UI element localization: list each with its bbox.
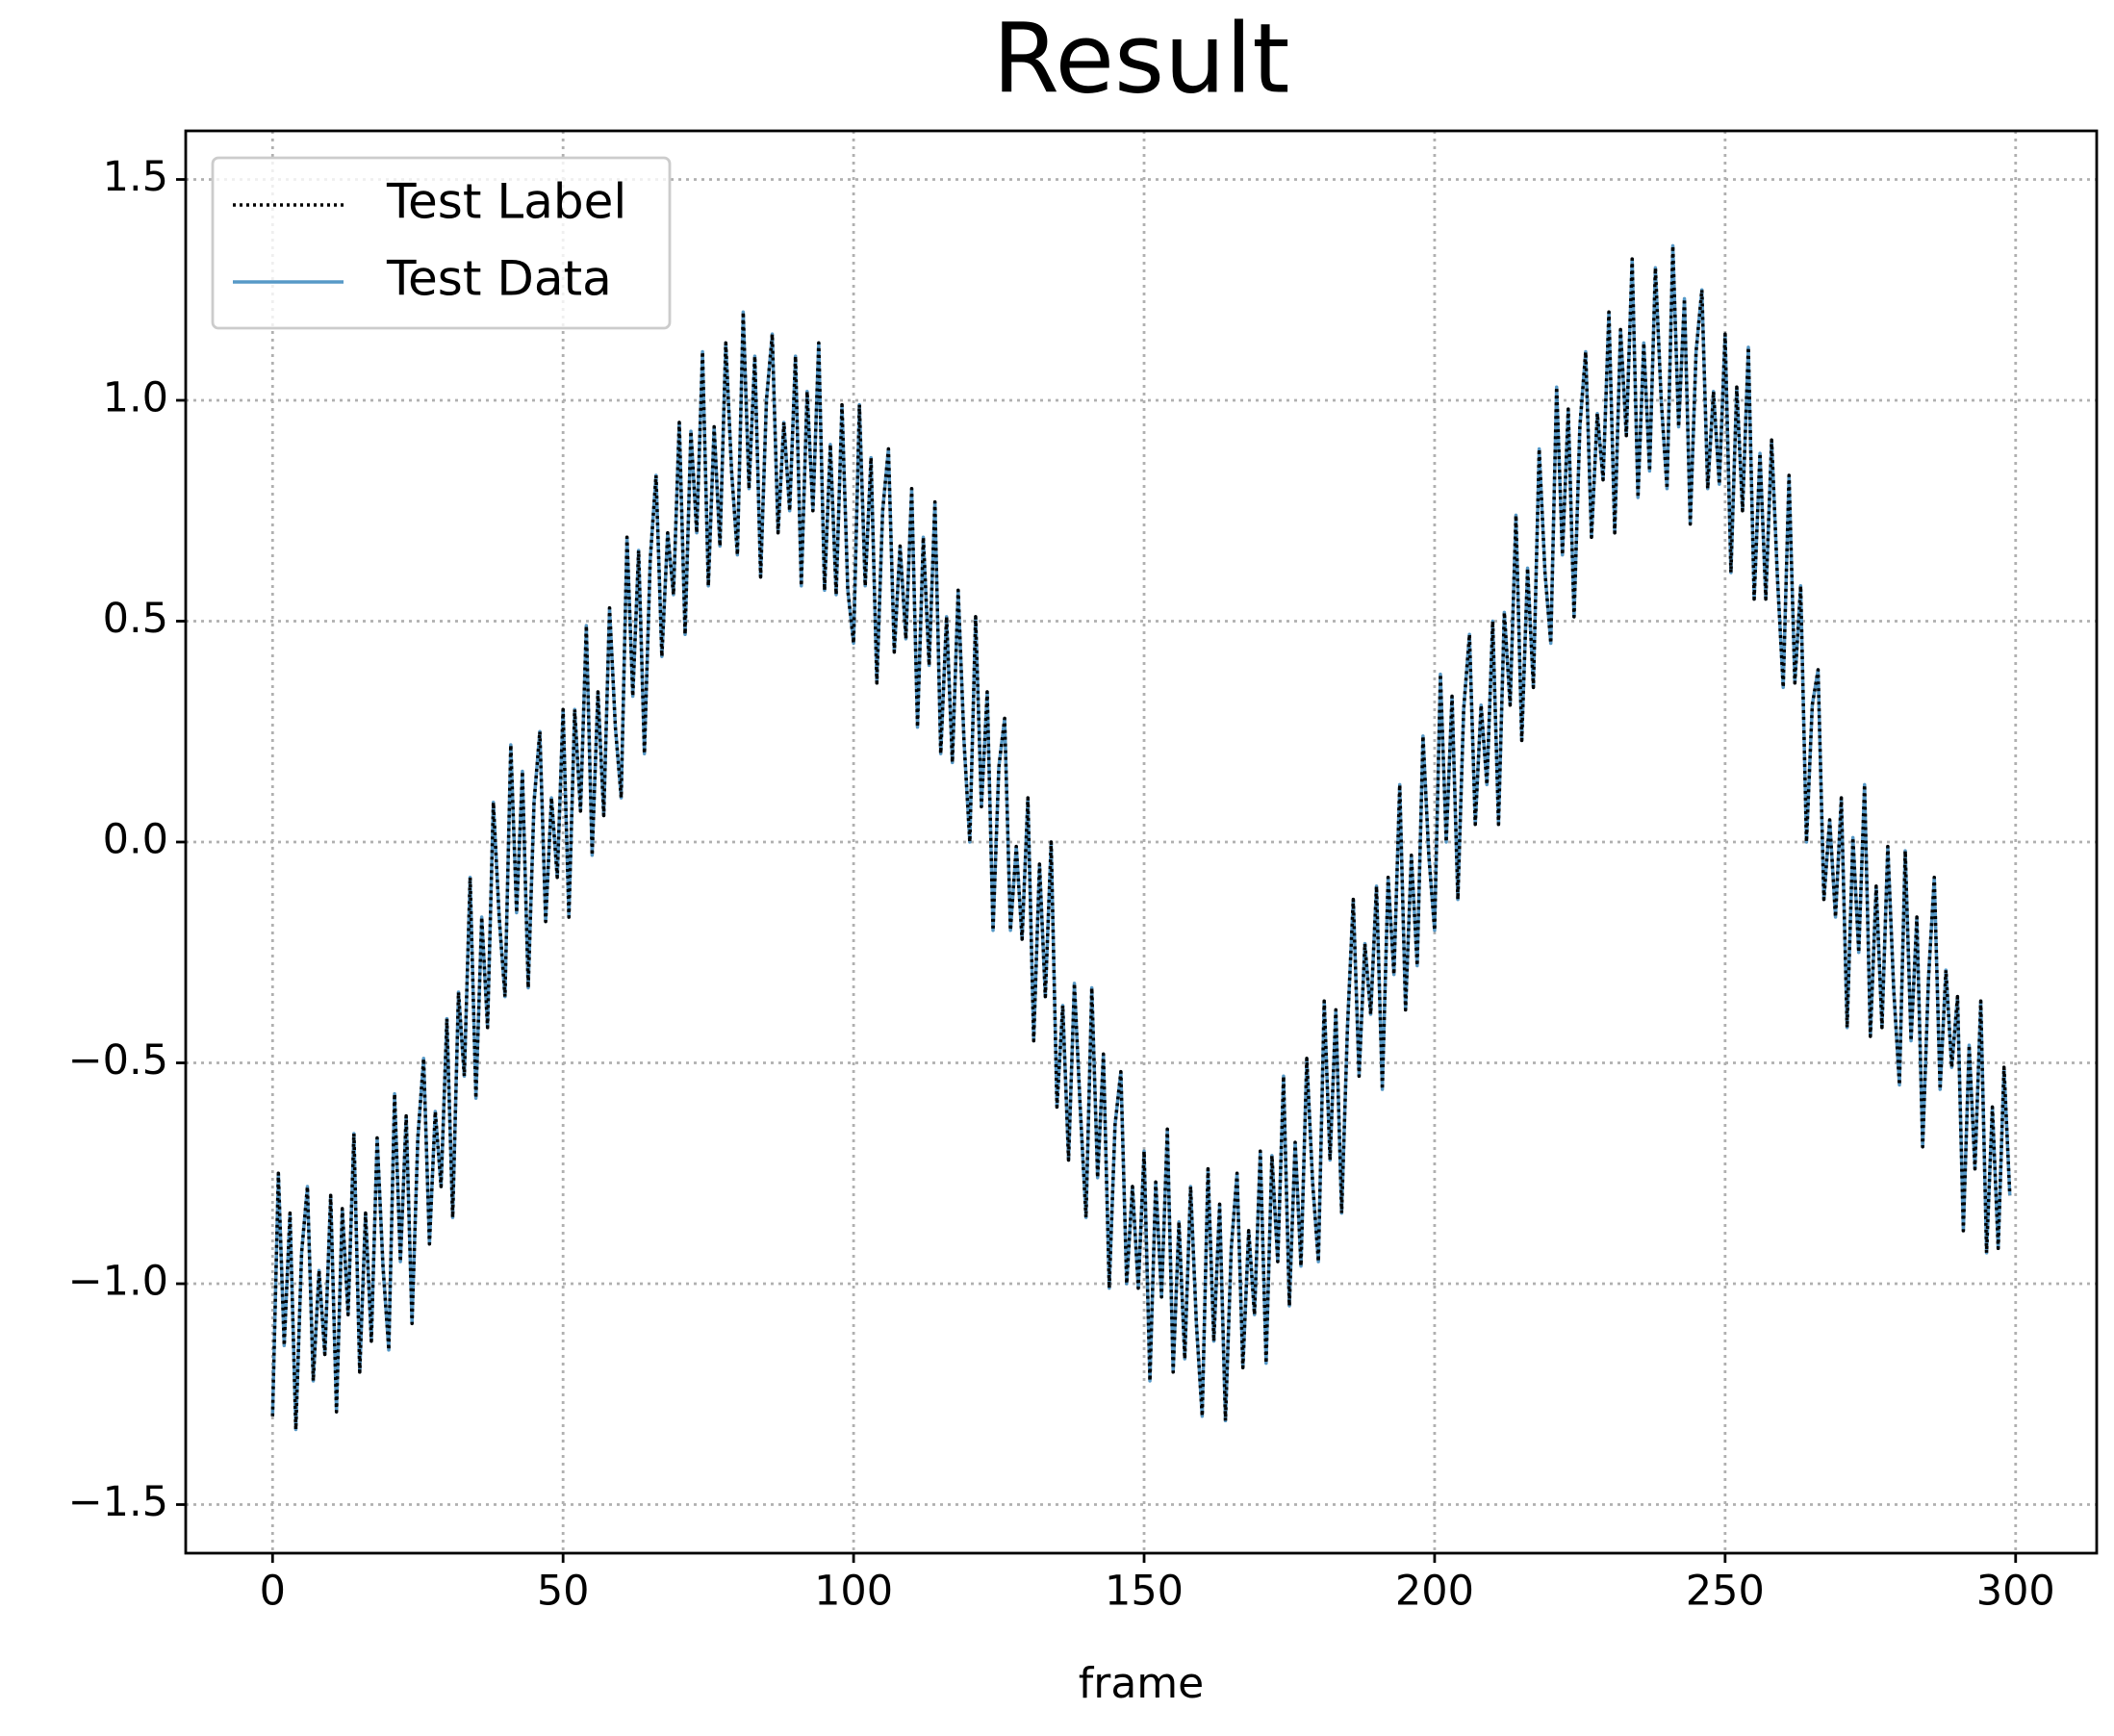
x-axis-label: frame — [1079, 1659, 1204, 1708]
x-tick-label: 100 — [814, 1568, 893, 1616]
y-tick-label: −1.5 — [68, 1478, 168, 1526]
legend-box — [211, 156, 672, 330]
legend-label: Test Data — [386, 251, 612, 307]
legend-label: Test Label — [386, 174, 626, 230]
x-tick-label: 250 — [1686, 1568, 1765, 1616]
x-tick-label: 200 — [1395, 1568, 1474, 1616]
y-tick-label: −0.5 — [68, 1036, 168, 1085]
y-tick-label: 0.0 — [103, 816, 168, 864]
y-tick-label: 1.0 — [103, 373, 168, 421]
plot-frame — [184, 129, 2099, 1555]
y-tick-label: −1.0 — [68, 1258, 168, 1306]
x-tick-label: 50 — [537, 1568, 590, 1616]
chart-title: Result — [993, 2, 1290, 115]
x-tick-label: 150 — [1105, 1568, 1184, 1616]
x-tick-label: 0 — [260, 1568, 286, 1616]
y-tick-label: 0.5 — [103, 595, 168, 643]
y-tick-label: 1.5 — [103, 153, 168, 201]
data-line — [270, 243, 2012, 1432]
x-tick-label: 300 — [1976, 1568, 2055, 1616]
